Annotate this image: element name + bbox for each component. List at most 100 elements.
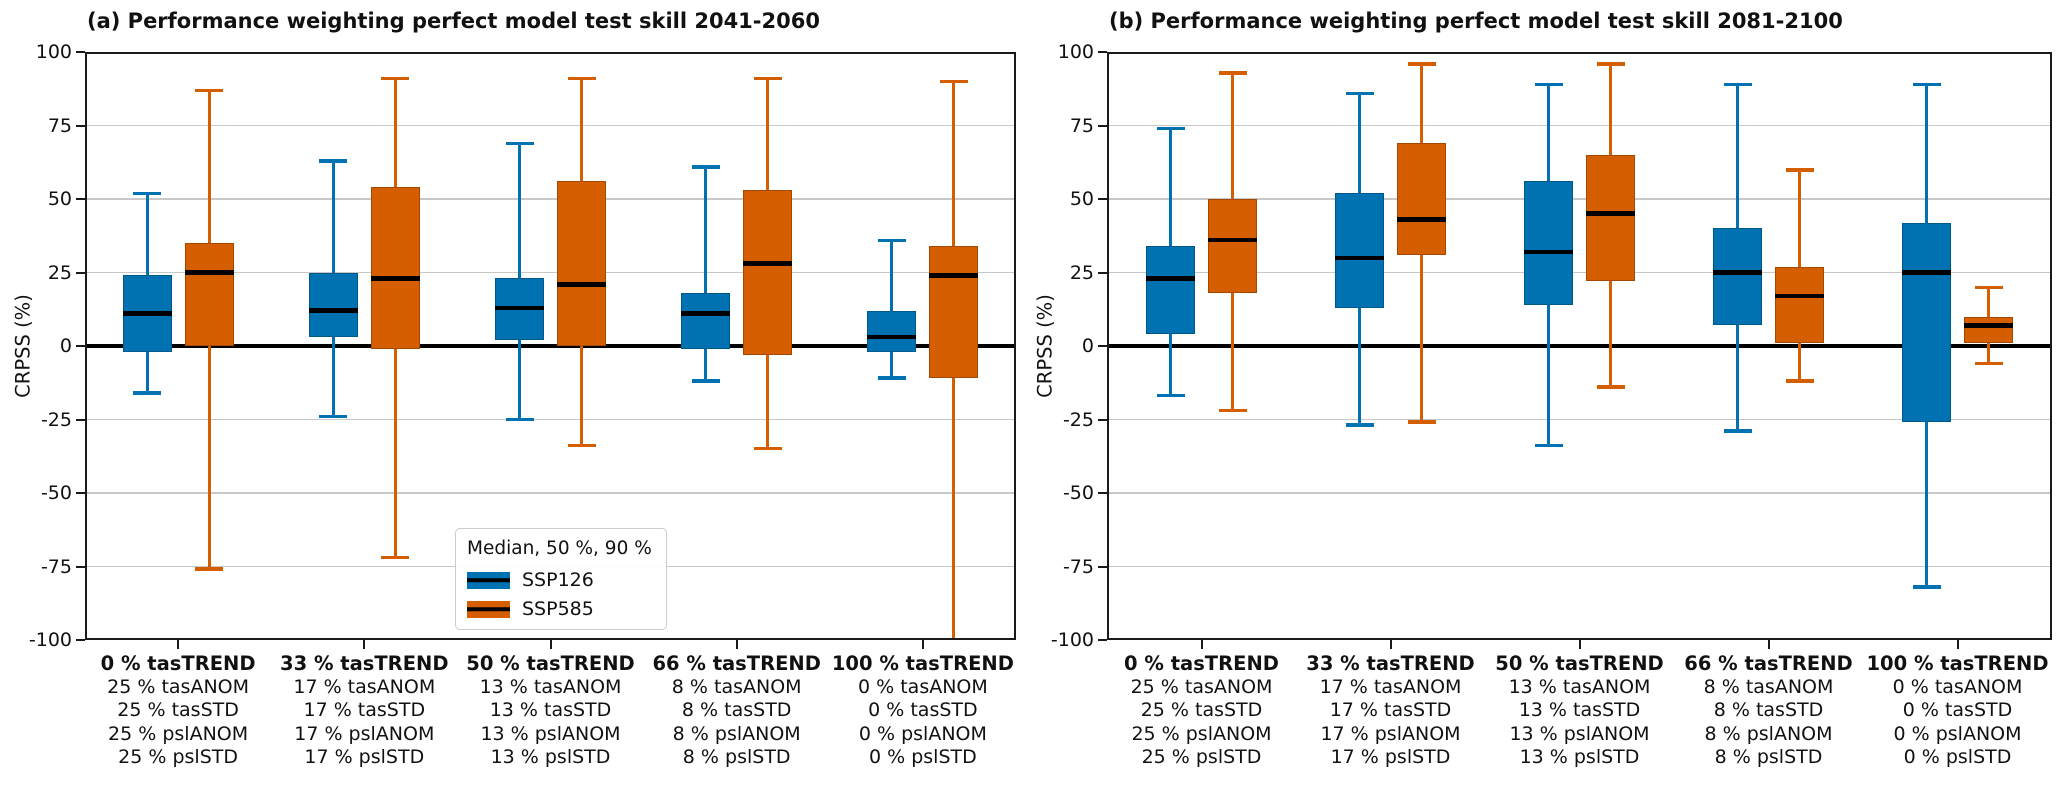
boxplot-ssp585-a-group-4-cap-high [753,76,782,81]
gridline--25 [85,418,1016,421]
y-tick-label--25: -25 [1062,408,1094,431]
x-group-label-main: 50 % tasTREND [1495,652,1664,675]
boxplot-ssp585-b-group-1-cap-low [1218,408,1247,413]
x-group-label-2: 33 % tasTREND 17 % tasANOM 17 % tasSTD 17 %… [1271,652,1511,770]
y-axis-title-a: CRPSS (%) [11,294,35,398]
boxplot-ssp126-b-group-1-median [1146,276,1195,281]
x-tick-group-3 [1578,640,1581,649]
x-group-label-main: 66 % tasTREND [652,652,821,675]
boxplot-ssp585-b-group-2-box [1397,143,1446,255]
x-tick-group-3 [549,640,552,649]
boxplot-ssp585-b-group-2-median [1397,217,1446,222]
boxplot-ssp585-b-group-5-median [1964,323,2013,328]
x-group-label-main: 66 % tasTREND [1684,652,1853,675]
boxplot-ssp126-b-group-5-cap-low [1912,585,1941,589]
boxplot-ssp585-a-group-2-median [370,276,420,281]
gridline-50 [85,198,1016,200]
y-tick-75 [1098,124,1107,127]
x-group-label-4: 66 % tasTREND 8 % tasANOM 8 % tasSTD 8 % ps… [1649,652,1889,770]
y-tick-100 [76,51,85,53]
boxplot-ssp126-a-group-1-cap-high [133,191,162,196]
y-tick-0 [76,345,85,347]
y-tick--100 [1098,639,1107,641]
y-tick--75 [76,565,85,568]
y-tick-label--25: -25 [40,408,72,431]
boxplot-ssp126-b-group-3-box [1524,181,1573,305]
x-group-label-sub: 0 % pslSTD [1903,746,2012,768]
boxplot-ssp585-b-group-2-cap-low [1407,420,1436,424]
x-group-label-3: 50 % tasTREND 13 % tasANOM 13 % tasSTD 13 %… [431,652,671,770]
x-tick-group-1 [1200,640,1203,649]
boxplot-ssp126-a-group-2-median [308,308,358,313]
legend: Median, 50 %, 90 % SSP126 SSP585 [455,528,667,630]
x-group-label-sub: 13 % tasSTD [1518,699,1641,721]
legend-median-line-icon [467,578,510,582]
boxplot-ssp126-a-group-2-cap-high [319,159,348,163]
boxplot-ssp585-b-group-5-cap-high [1974,285,2003,290]
x-group-label-5: 100 % tasTREND 0 % tasANOM 0 % tasSTD 0 % p… [803,652,1043,770]
x-group-label-sub: 17 % tasANOM [1319,675,1462,698]
boxplot-ssp585-a-group-3-cap-high [567,76,596,81]
boxplot-ssp126-a-group-5-whisker [890,240,894,379]
boxplot-ssp126-b-group-5-box [1902,222,1951,423]
boxplot-ssp126-a-group-2-box [308,272,358,338]
boxplot-ssp585-a-group-5-cap-high [939,79,968,84]
boxplot-ssp126-b-group-2-cap-high [1345,91,1374,96]
gridline--50 [1107,492,2052,494]
boxplot-ssp585-a-group-1-box [184,243,234,346]
boxplot-ssp585-b-group-1-median [1208,237,1257,243]
boxplot-ssp585-b-group-1-cap-high [1218,71,1247,75]
boxplot-ssp585-a-group-4-cap-low [753,446,782,451]
y-tick-label-100: 100 [1057,41,1094,63]
y-tick-label--50: -50 [40,482,72,504]
boxplot-ssp126-a-group-4-cap-low [691,379,720,383]
x-group-label-4: 66 % tasTREND 8 % tasANOM 8 % tasSTD 8 % ps… [617,652,857,770]
x-tick-group-2 [363,640,366,649]
x-group-label-sub: 13 % pslSTD [490,746,611,768]
legend-entry-ssp585: SSP585 [467,598,652,620]
x-tick-group-1 [177,640,180,649]
boxplot-ssp585-b-group-2-cap-high [1407,62,1436,66]
boxplot-ssp126-a-group-5-median [867,334,917,340]
x-group-label-2: 33 % tasTREND 17 % tasANOM 17 % tasSTD 17 %… [244,652,484,770]
x-group-label-main: 0 % tasTREND [1124,652,1279,675]
boxplot-ssp126-a-group-4-cap-high [691,165,720,169]
x-group-label-sub: 25 % tasANOM [1130,675,1273,698]
x-group-label-sub: 25 % tasSTD [117,699,239,721]
boxplot-ssp126-a-group-5-box [867,310,917,352]
boxplot-ssp585-a-group-1-cap-high [195,88,224,93]
x-group-label-sub: 0 % tasANOM [858,675,988,698]
y-tick-0 [1098,345,1107,347]
y-tick-label-50: 50 [1069,188,1094,210]
y-tick-label-50: 50 [47,188,72,210]
x-group-label-sub: 8 % tasANOM [671,675,802,698]
gridline-75 [85,124,1016,127]
y-tick--25 [1098,418,1107,421]
boxplot-ssp126-b-group-3-cap-high [1534,82,1563,87]
gridline-25 [85,271,1016,274]
y-tick-25 [76,271,85,274]
x-group-label-sub: 8 % pslSTD [1714,746,1823,768]
boxplot-ssp126-a-group-3-cap-high [505,141,534,146]
gridline-75 [1107,124,2052,127]
x-group-label-main: 100 % tasTREND [831,652,1014,675]
x-group-label-sub: 17 % pslANOM [1320,722,1461,745]
boxplot-ssp126-b-group-1-cap-low [1156,393,1185,398]
boxplot-ssp585-a-group-5-median [929,273,979,278]
boxplot-ssp126-b-group-4-median [1713,270,1762,275]
x-group-label-main: 100 % tasTREND [1866,652,2049,675]
x-tick-group-5 [1956,640,1959,649]
x-group-label-sub: 8 % tasSTD [1713,699,1824,721]
boxplot-ssp585-b-group-4-box [1775,266,1824,344]
boxplot-ssp585-b-group-3-median [1586,211,1635,216]
x-group-label-1: 0 % tasTREND 25 % tasANOM 25 % tasSTD 25 % … [58,652,298,770]
y-tick-label-25: 25 [1069,261,1094,284]
y-tick-75 [76,124,85,127]
boxplot-ssp585-a-group-3-cap-low [567,443,596,448]
boxplot-ssp126-a-group-1-median [122,311,172,316]
boxplot-ssp585-b-group-5-box [1964,316,2013,344]
y-axis-title-b: CRPSS (%) [1033,294,1057,398]
boxplot-ssp585-a-group-5-box [929,246,979,379]
boxplot-ssp126-a-group-5-cap-low [877,376,906,380]
